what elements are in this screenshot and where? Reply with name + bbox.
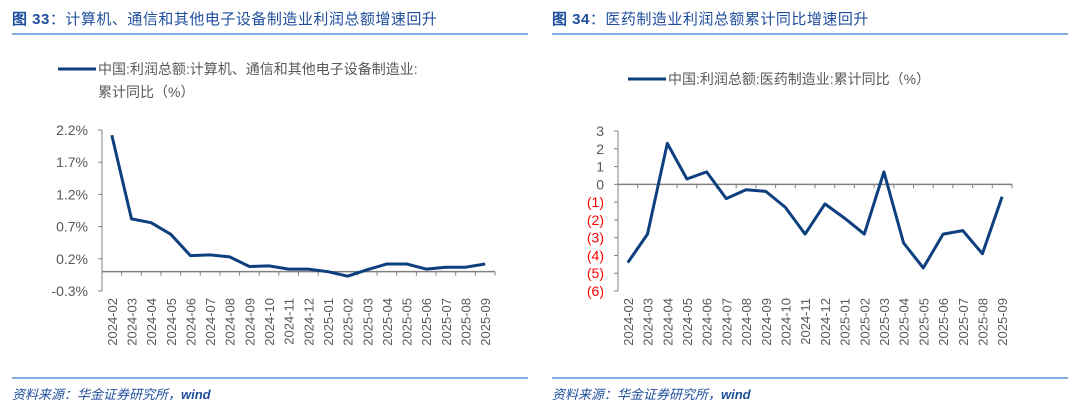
x-axis — [617, 183, 1013, 189]
x-tick-label: 2024-06 — [700, 298, 715, 346]
x-axis-labels: 2024-02 2024-03 2024-04 2024-05 2024-06 2024-… — [621, 298, 1010, 346]
x-tick-label: 2025-03 — [877, 298, 892, 346]
y-tick-label: 0.7% — [56, 219, 88, 235]
y-tick-label: (6) — [587, 283, 604, 299]
figure-33-source-rule — [12, 377, 528, 379]
x-tick-label: 2025-01 — [321, 298, 336, 346]
x-tick-label: 2024-08 — [223, 298, 238, 346]
figure-34-source: 资料来源：华金证券研究所，wind — [552, 384, 751, 403]
figure-34-source-rule — [552, 377, 1068, 379]
x-tick-label: 2024-02 — [621, 298, 636, 346]
x-tick-label: 2024-07 — [203, 298, 218, 346]
x-tick-label: 2024-04 — [660, 298, 675, 346]
y-tick-label: 1.7% — [56, 154, 88, 170]
source-cn: 资料来源：华金证券研究所， — [552, 387, 722, 402]
legend-label-line2: 累计同比（%） — [98, 84, 194, 100]
figure-33-title: 图 33：计算机、通信和其他电子设备制造业利润总额增速回升 — [12, 8, 437, 29]
source-cn: 资料来源：华金证券研究所， — [12, 387, 182, 402]
x-tick-label: 2025-07 — [956, 298, 971, 346]
y-tick-label: 0.2% — [56, 251, 88, 267]
figure-34-panel: 图 34：医药制造业利润总额累计同比增速回升 中国:利润总额:医药制造业:累计同… — [540, 0, 1080, 416]
figure-33-chart: 中国:利润总额:计算机、通信和其他电子设备制造业: 累计同比（%） 2.2% 1.… — [51, 61, 496, 346]
x-tick-label: 2024-09 — [759, 298, 774, 346]
x-tick-label: 2025-02 — [857, 298, 872, 346]
x-tick-label: 2024-09 — [242, 298, 257, 346]
x-tick-label: 2025-01 — [838, 298, 853, 346]
x-tick-label: 2025-06 — [419, 298, 434, 346]
x-tick-label: 2025-09 — [995, 298, 1010, 346]
x-tick-label: 2024-12 — [301, 298, 316, 346]
x-tick-label: 2024-05 — [164, 298, 179, 346]
x-tick-label: 2025-03 — [360, 298, 375, 346]
y-tick-label: 0 — [596, 176, 604, 192]
figure-34-chart: 中国:利润总额:医药制造业:累计同比（%） 3 2 10 (1) (2) (3)(4) (5… — [587, 71, 1013, 346]
x-tick-label: 2025-05 — [400, 298, 415, 346]
y-tick-label: (4) — [587, 247, 604, 263]
figure-34-title-rule — [552, 33, 1068, 35]
figure-33-title-sep: ： — [49, 11, 66, 28]
y-tick-label: (2) — [587, 212, 604, 228]
x-tick-label: 2024-11 — [798, 298, 813, 345]
x-tick-label: 2024-03 — [124, 298, 139, 346]
data-line — [110, 134, 486, 278]
legend: 中国:利润总额:医药制造业:累计同比（%） — [628, 71, 930, 87]
source-en: wind — [181, 387, 211, 402]
x-tick-label: 2024-07 — [719, 298, 734, 346]
x-tick-label: 2024-11 — [282, 298, 297, 345]
figure-33-title-rule — [12, 33, 528, 35]
x-tick-label: 2024-04 — [144, 298, 159, 346]
x-tick-label: 2025-07 — [439, 298, 454, 346]
y-tick-label: 2 — [596, 141, 604, 157]
x-tick-label: 2025-08 — [459, 298, 474, 346]
x-tick-label: 2025-04 — [897, 298, 912, 346]
x-axis-labels: 2024-02 2024-03 2024-04 2024-05 2024-06 2024-… — [105, 298, 493, 346]
x-tick-label: 2025-02 — [341, 298, 356, 346]
x-tick-label: 2024-10 — [262, 298, 277, 346]
x-tick-label: 2024-05 — [680, 298, 695, 346]
x-tick-label: 2024-08 — [739, 298, 754, 346]
figure-33-number: 图 33 — [12, 11, 50, 28]
figure-34-title: 图 34：医药制造业利润总额累计同比增速回升 — [552, 8, 869, 29]
source-en: wind — [721, 387, 751, 402]
y-tick-label: (1) — [587, 194, 604, 210]
x-tick-label: 2024-03 — [641, 298, 656, 346]
x-tick-label: 2024-02 — [105, 298, 120, 346]
legend-label: 中国:利润总额:医药制造业:累计同比（%） — [668, 71, 930, 87]
y-tick-label: (3) — [587, 230, 604, 246]
data-line — [626, 141, 1004, 270]
y-tick-label: 2.2% — [56, 122, 88, 138]
y-tick-label: 1.2% — [56, 186, 88, 202]
x-tick-label: 2025-09 — [478, 298, 493, 346]
figure-34-title-sep: ： — [589, 11, 606, 28]
x-tick-label: 2025-05 — [916, 298, 931, 346]
x-axis — [101, 270, 496, 276]
x-tick-label: 2024-10 — [778, 298, 793, 346]
y-tick-label: 3 — [596, 123, 604, 139]
x-tick-label: 2024-06 — [183, 298, 198, 346]
legend: 中国:利润总额:计算机、通信和其他电子设备制造业: 累计同比（%） — [58, 61, 418, 100]
figure-34-number: 图 34 — [552, 11, 590, 28]
x-tick-label: 2025-04 — [380, 298, 395, 346]
figure-34-title-text: 医药制造业利润总额累计同比增速回升 — [605, 11, 869, 28]
y-axis: 2.2% 1.7% 1.2% 0.7% 0.2% -0.3% — [51, 122, 103, 299]
x-tick-label: 2025-08 — [975, 298, 990, 346]
legend-label-line1: 中国:利润总额:计算机、通信和其他电子设备制造业: — [98, 61, 418, 77]
y-tick-label: 1 — [596, 159, 604, 175]
x-tick-label: 2025-06 — [936, 298, 951, 346]
figure-33-panel: 图 33：计算机、通信和其他电子设备制造业利润总额增速回升 中国:利润总额:计算… — [12, 8, 528, 403]
y-tick-label: (5) — [587, 265, 604, 281]
figure-33-title-text: 计算机、通信和其他电子设备制造业利润总额增速回升 — [65, 11, 438, 28]
x-tick-label: 2024-12 — [818, 298, 833, 346]
figure-33-source: 资料来源：华金证券研究所，wind — [12, 384, 211, 403]
y-axis: 3 2 10 (1) (2) (3)(4) (5) (6) — [587, 123, 619, 299]
y-tick-label: -0.3% — [51, 283, 88, 299]
